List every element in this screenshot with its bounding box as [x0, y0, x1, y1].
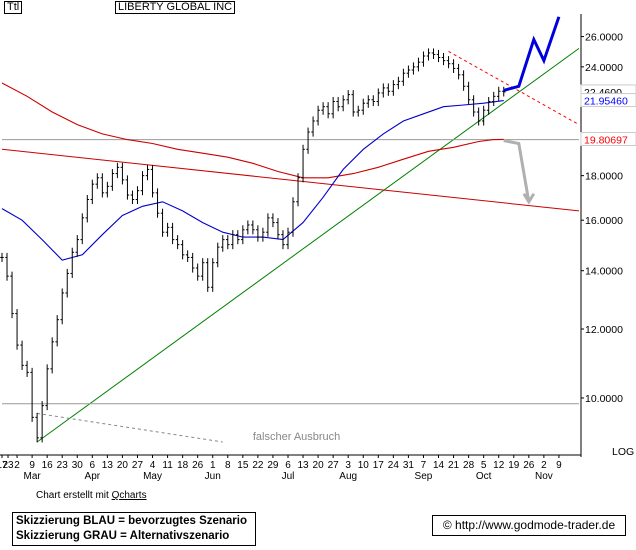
x-day-label: 4 [150, 460, 156, 471]
x-day-label: 11 [162, 460, 173, 471]
scenario-legend: Skizzierung BLAU = bevorzugtes Szenario … [12, 512, 256, 546]
moving-average-200 [1, 82, 504, 179]
x-month-label: Aug [339, 471, 357, 482]
y-tick-label: 18.0000 [585, 171, 623, 183]
y-tick-label: 24.0000 [585, 62, 623, 74]
chart-credit: Chart erstellt mit Qcharts [36, 490, 147, 501]
x-day-label: 27 [328, 460, 340, 471]
x-day-label: 2 [541, 460, 547, 471]
x-day-label: 30 [72, 460, 84, 471]
credit-prefix: Chart erstellt mit [36, 490, 109, 501]
annotation-false-breakout: falscher Ausbruch [253, 431, 340, 443]
x-day-label: 1 [210, 460, 216, 471]
ticker-symbol: Ttl [4, 1, 23, 14]
plot-area [0, 14, 581, 455]
x-day-label: 13 [297, 460, 309, 471]
source-link[interactable]: © http://www.godmode-trader.de [432, 515, 626, 536]
moving-average-50 [1, 100, 504, 261]
x-day-label: 8 [225, 460, 231, 471]
x-day-label: 6 [90, 460, 96, 471]
y-tick-label: 16.0000 [585, 215, 623, 227]
y-tick-label: 12.0000 [585, 324, 623, 336]
x-month-label: May [143, 471, 162, 482]
price-box [580, 131, 636, 146]
x-day-label: 12 [493, 460, 505, 471]
x-day-label: 7 [421, 460, 427, 471]
x-day-label: 17 [373, 460, 385, 471]
x-day-label: 3 [345, 460, 351, 471]
x-day-label: 23 [2, 460, 14, 471]
x-day-label: 14 [433, 460, 445, 471]
x-month-label: Apr [85, 471, 101, 482]
log-scale-label: LOG [612, 446, 634, 458]
x-month-label: Sep [415, 471, 433, 482]
x-day-label: 29 [267, 460, 279, 471]
x-day-label: 20 [117, 460, 129, 471]
x-day-label: 28 [463, 460, 475, 471]
chart-title: LIBERTY GLOBAL INC [115, 1, 236, 14]
legend-blue-scenario: Skizzierung BLAU = bevorzugtes Szenario [16, 515, 248, 527]
x-day-label: 13 [102, 460, 114, 471]
y-tick-label: 26.0000 [585, 32, 623, 44]
x-month-label: Mar [23, 471, 41, 482]
gray-scenario-path [503, 139, 531, 203]
x-day-label: 27 [132, 460, 144, 471]
qcharts-link[interactable]: Qcharts [111, 490, 147, 501]
price-box-label: 21.95460 [584, 96, 628, 108]
price-box-label: 19.80697 [584, 134, 628, 146]
x-day-label: 19 [508, 460, 520, 471]
x-day-label: 9 [29, 460, 35, 471]
x-day-label: 5 [481, 460, 487, 471]
chart-header: Ttl LIBERTY GLOBAL INC [0, 0, 636, 14]
x-month-label: Jun [205, 471, 221, 482]
x-day-label: 10 [358, 460, 370, 471]
x-day-label: 23 [57, 460, 69, 471]
gray-scenario-arrowhead [522, 192, 536, 205]
x-day-label: 16 [42, 460, 54, 471]
x-day-label: 21 [448, 460, 460, 471]
x-day-label: 17 [0, 460, 8, 471]
x-day-label: 22 [252, 460, 264, 471]
x-day-label: 6 [285, 460, 291, 471]
y-tick-label: 10.0000 [585, 393, 623, 405]
x-day-label: 24 [388, 460, 400, 471]
x-day-label: 20 [313, 460, 325, 471]
red-long-trendline [1, 148, 580, 212]
x-day-label: 2 [14, 460, 20, 471]
gray-dashed-line [37, 412, 223, 443]
x-month-label: Nov [535, 471, 553, 482]
x-day-label: 9 [556, 460, 562, 471]
x-day-label: 18 [177, 460, 189, 471]
x-day-label: 26 [523, 460, 535, 471]
blue-scenario-path [503, 16, 561, 92]
x-month-label: Jul [282, 471, 295, 482]
price-box [580, 93, 636, 108]
legend-gray-scenario: Skizzierung GRAU = Alternativszenario [16, 530, 230, 542]
x-day-label: 15 [237, 460, 249, 471]
x-month-label: Oct [476, 471, 492, 482]
x-day-label: 31 [403, 460, 415, 471]
y-tick-label: 14.0000 [585, 266, 623, 278]
x-day-label: 26 [192, 460, 204, 471]
